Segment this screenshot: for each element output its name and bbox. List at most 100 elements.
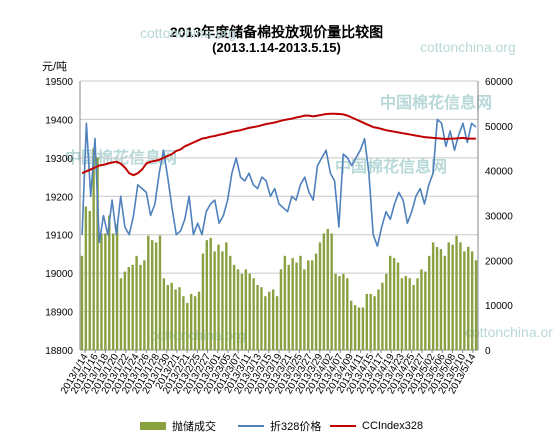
legend: 抛储成交 折328价格 CCIndex328 (0, 418, 553, 436)
bar (342, 273, 345, 350)
bar (420, 269, 423, 350)
bar (334, 273, 337, 350)
bar (201, 253, 205, 350)
bar (229, 255, 232, 350)
bar (271, 289, 275, 350)
bar (88, 211, 91, 350)
bar (474, 260, 478, 350)
y-right-tick-label: 40000 (485, 167, 513, 178)
y-left-tick-label: 19100 (45, 231, 73, 242)
y-left-tick-label: 19300 (45, 154, 73, 165)
bar (412, 284, 415, 350)
bar (377, 289, 380, 350)
bar (447, 242, 450, 350)
bar (232, 264, 236, 350)
bar (459, 242, 462, 350)
bar (162, 278, 166, 350)
bar (213, 251, 216, 350)
legend-swatch-price328 (238, 425, 264, 427)
bar (92, 148, 95, 350)
bar (428, 255, 431, 350)
bar (244, 269, 248, 350)
bar (268, 291, 271, 350)
bar (166, 284, 170, 350)
legend-swatch-ccindex (330, 425, 356, 427)
bar (131, 264, 134, 350)
legend-label-bar: 抛储成交 (172, 421, 216, 433)
bar (373, 296, 376, 350)
y-right-tick-label: 60000 (485, 77, 513, 88)
legend-swatch-bar (140, 422, 166, 430)
watermark-text: cottonchina.org (465, 324, 553, 340)
bar (283, 255, 287, 350)
bar (349, 300, 353, 350)
watermark-text: cottonchina.org (420, 39, 516, 55)
bar (143, 260, 146, 350)
bar (275, 296, 279, 350)
bar (424, 271, 427, 350)
bar (396, 262, 400, 350)
watermark-text: cottonchina.org (140, 25, 236, 41)
bar (295, 262, 298, 350)
bar (388, 255, 392, 350)
bar (84, 206, 88, 350)
series-line-price328 (81, 118, 477, 247)
bar (256, 284, 259, 350)
bar (96, 157, 99, 350)
bar (174, 289, 177, 350)
bar (104, 233, 107, 350)
bar (291, 258, 294, 350)
bar (178, 287, 181, 350)
bar (197, 291, 201, 350)
bar (248, 273, 251, 350)
bar (338, 276, 341, 350)
bar (404, 276, 408, 350)
legend-item-bar: 抛储成交 (140, 418, 216, 434)
bar (139, 264, 142, 350)
legend-item-price328: 折328价格 (238, 418, 321, 434)
bar (119, 278, 123, 350)
bar (108, 215, 111, 350)
bar (353, 305, 357, 350)
bar (189, 293, 193, 350)
y-left-tick-label: 19500 (45, 77, 73, 88)
bar (240, 273, 244, 350)
legend-label-price328: 折328价格 (270, 421, 322, 433)
bar (303, 269, 306, 350)
bar (80, 255, 84, 350)
bar (361, 307, 365, 350)
bar (225, 242, 228, 350)
y-left-tick-label: 18900 (45, 308, 73, 319)
bar (186, 302, 189, 350)
bar (451, 244, 454, 350)
bar (264, 296, 267, 350)
bar (318, 242, 322, 350)
bar (435, 246, 439, 350)
y-right-tick-label: 50000 (485, 122, 513, 133)
y-right-tick-label: 0 (485, 346, 491, 357)
bar (455, 235, 458, 350)
bar (209, 237, 212, 350)
y-axis-left-label: 元/吨 (42, 61, 68, 73)
bar (260, 287, 263, 350)
y-right-tick-label: 30000 (485, 212, 513, 223)
bar (357, 307, 361, 350)
y-right-tick-label: 20000 (485, 256, 513, 267)
bar (115, 224, 119, 350)
bar (123, 271, 127, 350)
bar (314, 253, 318, 350)
chart-title: 2013年度储备棉投放现价量比较图 (169, 24, 384, 40)
watermark-text: 中国棉花信息网 (380, 93, 492, 112)
bar (467, 246, 470, 350)
bar (182, 296, 185, 350)
bar (150, 240, 154, 350)
watermark-text: 中国棉花信息网 (335, 157, 447, 176)
bar (470, 251, 474, 350)
bar (111, 233, 115, 350)
bar (463, 251, 466, 350)
bar (369, 293, 372, 350)
bar (205, 240, 209, 350)
bar (135, 255, 138, 350)
